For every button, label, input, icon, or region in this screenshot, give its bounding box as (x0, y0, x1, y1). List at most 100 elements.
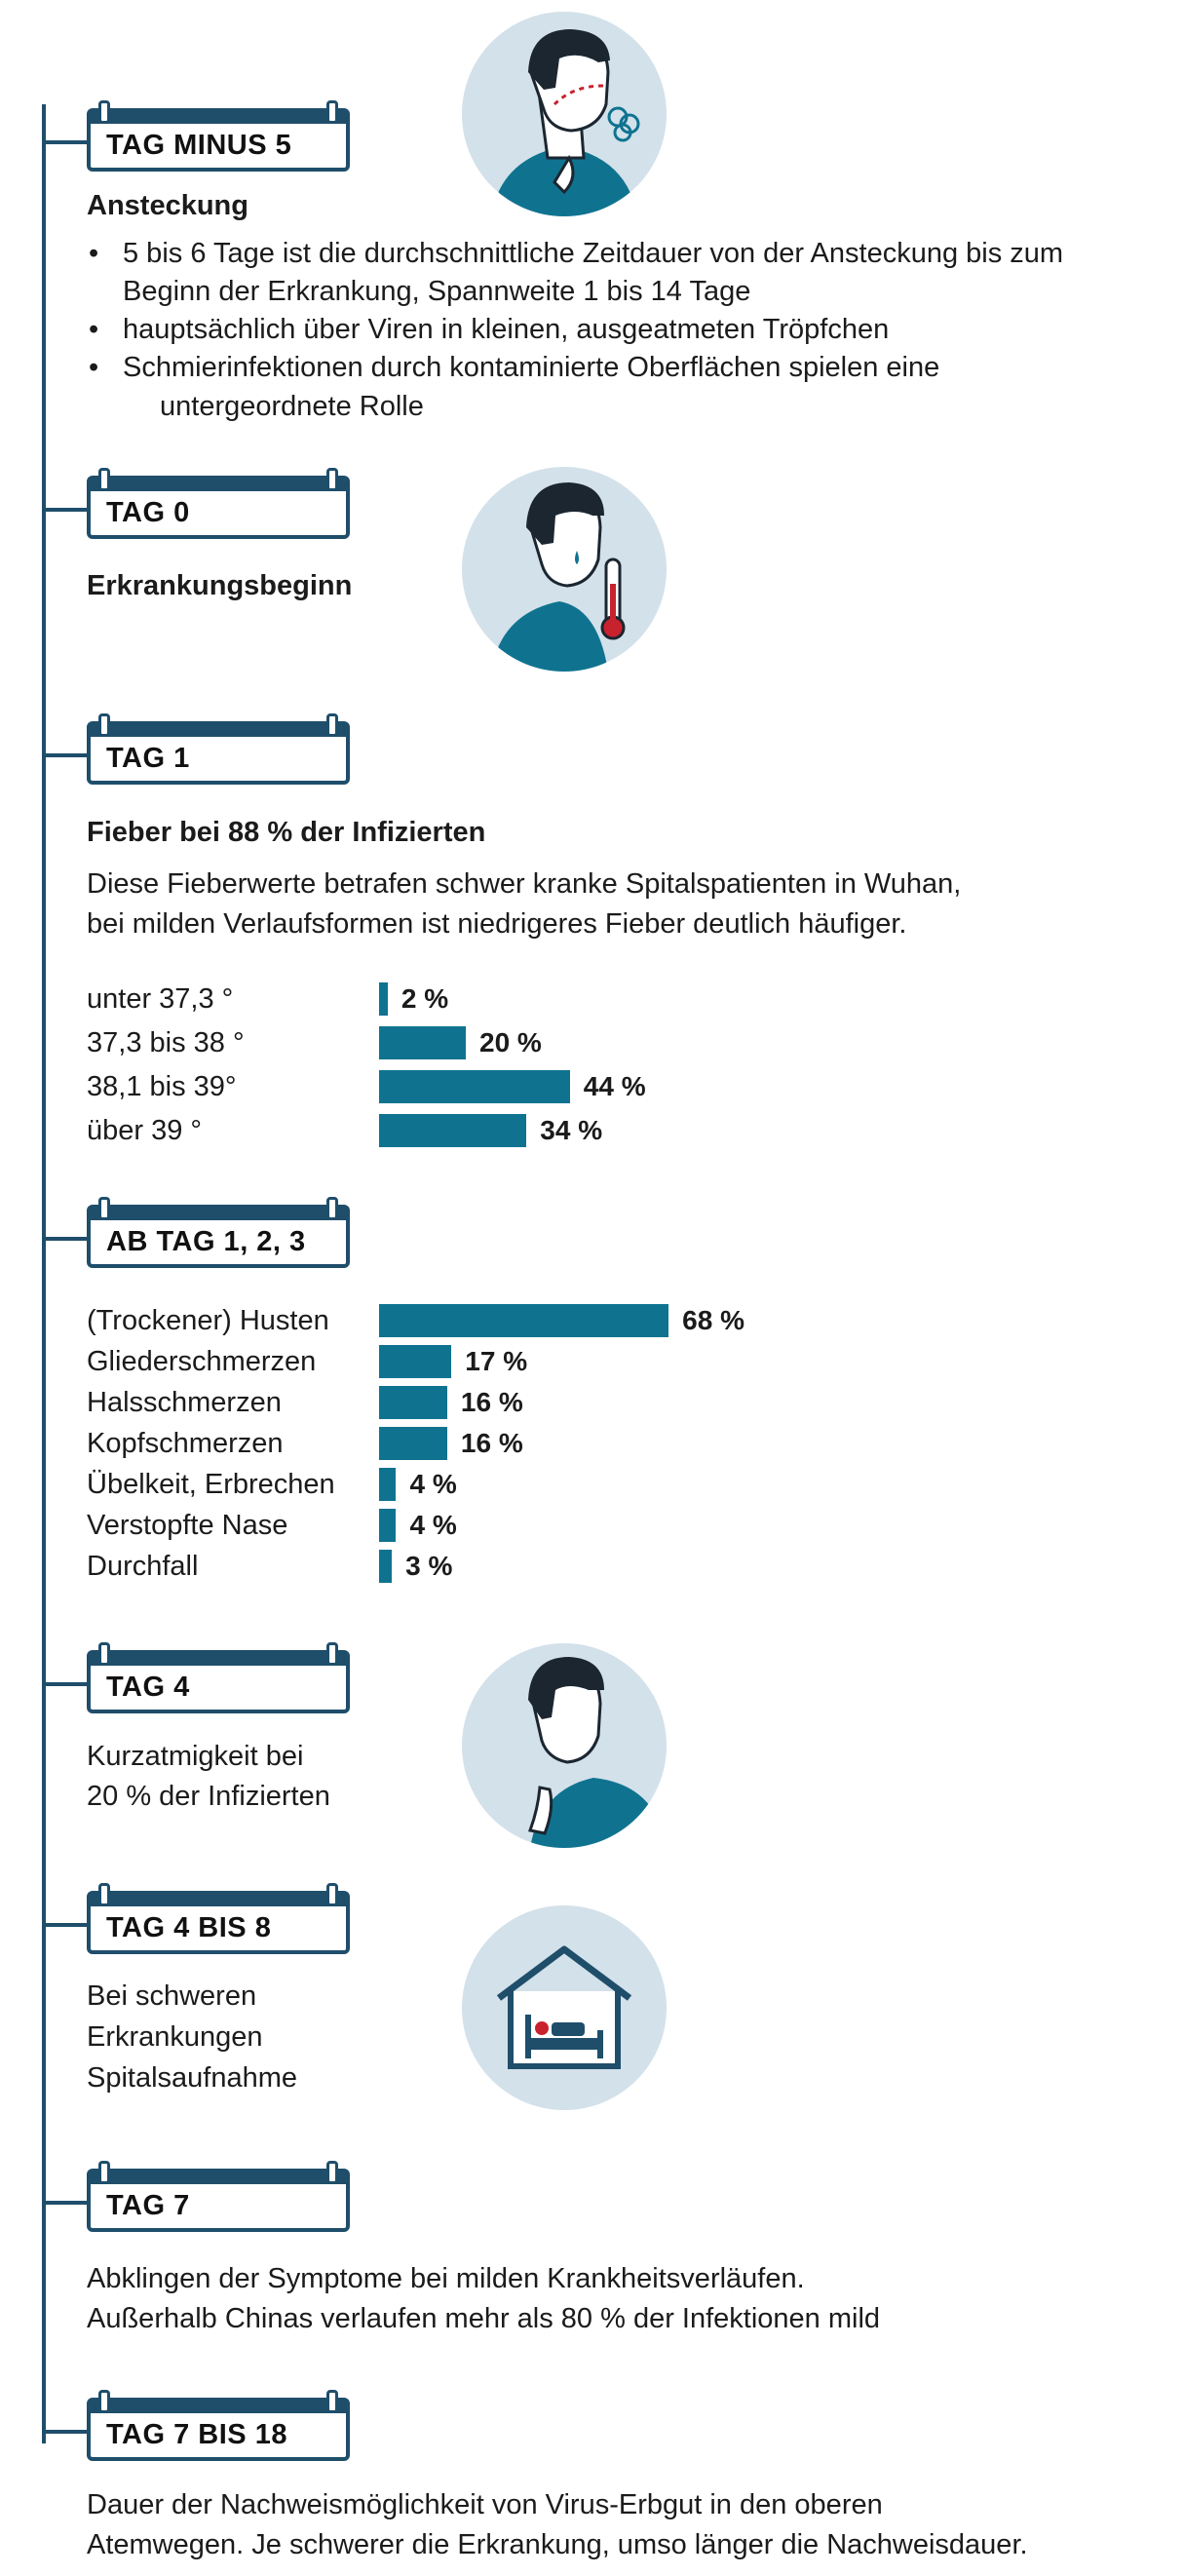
bar-row: unter 37,3 ° 2 % (87, 982, 866, 1016)
bar-value-label: 2 % (401, 983, 449, 1014)
bar (379, 982, 388, 1016)
description-line: Diese Fieberwerte betrafen schwer kranke… (87, 868, 962, 900)
tag-label: TAG 7 BIS 18 (106, 2419, 287, 2450)
tag-minus-5: TAG MINUS 5 (87, 100, 350, 172)
tag-label: TAG 7 (106, 2190, 190, 2221)
tag-day-1: TAG 1 (87, 713, 350, 785)
bar (379, 1509, 397, 1542)
bar-category-label: Halsschmerzen (87, 1387, 282, 1418)
timeline-line (42, 104, 46, 2443)
bar-value-label: 17 % (465, 1346, 528, 1376)
calendar-ring (326, 713, 338, 737)
bar-row: 37,3 bis 38 ° 20 % (87, 1026, 866, 1059)
bar (379, 1468, 397, 1501)
bar (379, 1026, 466, 1059)
description-line: Atemwegen. Je schwerer die Erkrankung, u… (87, 2529, 1028, 2560)
tag-label: TAG MINUS 5 (106, 130, 292, 161)
bar-category-label: Kopfschmerzen (87, 1428, 284, 1459)
bar-row: über 39 ° 34 % (87, 1114, 866, 1147)
bullet-item: hauptsächlich über Viren in kleinen, aus… (87, 311, 1159, 349)
description-line: bei milden Verlaufsformen ist niedrigere… (87, 908, 907, 940)
calendar-ring (326, 468, 338, 491)
bullet-continuation: untergeordnete Rolle (160, 391, 424, 422)
bar-row: Übelkeit, Erbrechen 4 % (87, 1468, 866, 1501)
bar (379, 1304, 669, 1337)
tag-label: TAG 1 (106, 743, 190, 774)
calendar-ring (326, 100, 338, 124)
calendar-ring (98, 1642, 110, 1666)
timeline-tick (42, 508, 91, 512)
bar-row: (Trockener) Husten 68 % (87, 1304, 866, 1337)
timeline-tick (42, 140, 91, 144)
bar-value-label: 4 % (409, 1469, 457, 1499)
section-heading: Erkrankungsbeginn (87, 570, 353, 601)
calendar-ring (326, 1197, 338, 1220)
shortness-of-breath-icon (462, 1643, 667, 1848)
bar (379, 1114, 527, 1147)
bar-row: Gliederschmerzen 17 % (87, 1345, 866, 1378)
description-line: Spitalsaufnahme (87, 2062, 298, 2094)
tag-day-4: TAG 4 (87, 1642, 350, 1713)
calendar-ring (98, 1197, 110, 1220)
bar-value-label: 68 % (682, 1305, 744, 1335)
section-heading: Ansteckung (87, 190, 248, 221)
description-line: Bei schweren (87, 1980, 257, 2012)
fever-thermometer-icon (462, 467, 667, 672)
bar-category-label: (Trockener) Husten (87, 1305, 329, 1336)
description-line: Erkrankungen (87, 2021, 263, 2053)
tag-label: TAG 0 (106, 497, 190, 528)
bullet-item: Schmierinfektionen durch kontaminierte O… (87, 349, 1159, 387)
tag-day-7-to-18: TAG 7 BIS 18 (87, 2390, 350, 2461)
bar (379, 1427, 447, 1460)
bar-category-label: 37,3 bis 38 ° (87, 1027, 245, 1058)
bar-value-label: 4 % (409, 1510, 457, 1540)
timeline-tick (42, 2201, 91, 2205)
bar-value-label: 3 % (405, 1551, 453, 1581)
timeline-tick (42, 1682, 91, 1686)
bar-row: 38,1 bis 39° 44 % (87, 1070, 866, 1103)
bullet-list: 5 bis 6 Tage ist die durchschnittliche Z… (87, 235, 1159, 387)
bar-value-label: 44 % (583, 1071, 646, 1101)
bar-category-label: Verstopfte Nase (87, 1510, 288, 1541)
bar-row: Halsschmerzen 16 % (87, 1386, 866, 1419)
bar (379, 1345, 452, 1378)
tag-day-7: TAG 7 (87, 2161, 350, 2232)
description-line: Abklingen der Symptome bei milden Krankh… (87, 2263, 805, 2294)
coughing-person-icon (462, 12, 667, 216)
description-line: Dauer der Nachweismöglichkeit von Virus-… (87, 2489, 883, 2520)
tag-label: TAG 4 BIS 8 (106, 1912, 272, 1943)
tag-day-4-to-8: TAG 4 BIS 8 (87, 1883, 350, 1954)
description-line: 20 % der Infizierten (87, 1781, 330, 1812)
bar-row: Kopfschmerzen 16 % (87, 1427, 866, 1460)
calendar-ring (98, 468, 110, 491)
bar (379, 1386, 447, 1419)
bar-category-label: Gliederschmerzen (87, 1346, 317, 1377)
description-line: Außerhalb Chinas verlaufen mehr als 80 %… (87, 2303, 881, 2334)
bullet-item: 5 bis 6 Tage ist die durchschnittliche Z… (87, 235, 1136, 311)
bar-category-label: 38,1 bis 39° (87, 1071, 237, 1102)
calendar-ring (98, 2390, 110, 2413)
bar-value-label: 34 % (540, 1115, 603, 1145)
bar (379, 1070, 570, 1103)
timeline-tick (42, 1923, 91, 1927)
section-heading: Fieber bei 88 % der Infizierten (87, 817, 486, 848)
calendar-ring (98, 1883, 110, 1906)
bar (379, 1550, 393, 1583)
description-line: Kurzatmigkeit bei (87, 1741, 304, 1772)
bar-category-label: Übelkeit, Erbrechen (87, 1469, 335, 1500)
calendar-ring (326, 2390, 338, 2413)
calendar-ring (326, 2161, 338, 2184)
calendar-ring (326, 1883, 338, 1906)
calendar-ring (98, 100, 110, 124)
bar-row: Durchfall 3 % (87, 1550, 866, 1583)
timeline-tick (42, 753, 91, 757)
timeline-tick (42, 2430, 91, 2434)
bar-value-label: 16 % (460, 1387, 523, 1417)
tag-label: TAG 4 (106, 1672, 190, 1703)
calendar-ring (98, 713, 110, 737)
bar-category-label: Durchfall (87, 1551, 199, 1582)
tag-label: AB TAG 1, 2, 3 (106, 1226, 306, 1257)
tag-day-0: TAG 0 (87, 468, 350, 539)
bar-value-label: 20 % (479, 1027, 542, 1057)
calendar-ring (326, 1642, 338, 1666)
